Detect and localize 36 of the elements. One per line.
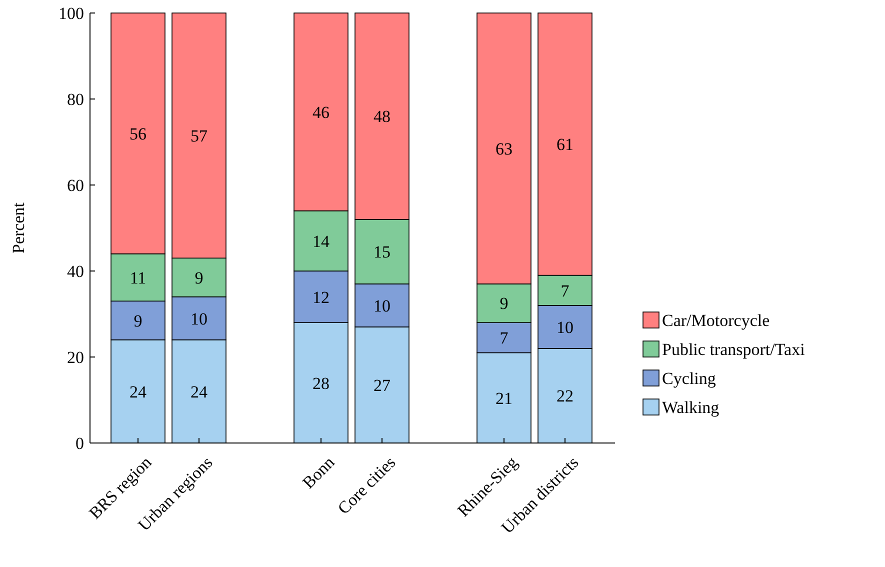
data-label: 10 <box>374 296 390 316</box>
data-label: 10 <box>190 309 208 328</box>
legend-label: Public transport/Taxi <box>662 340 806 359</box>
data-label: 15 <box>374 242 390 262</box>
data-label: 7 <box>500 328 509 348</box>
legend-label: Walking <box>662 398 720 417</box>
y-tick-label: 20 <box>67 348 84 367</box>
data-label: 22 <box>556 386 574 406</box>
data-label: 9 <box>500 294 508 314</box>
y-tick-label: 100 <box>58 4 84 23</box>
data-label: 9 <box>134 311 142 330</box>
y-tick-label: 40 <box>67 262 84 281</box>
data-label: 24 <box>190 382 208 402</box>
data-label: 9 <box>194 268 204 288</box>
data-label: 28 <box>312 374 330 393</box>
legend-label: Cycling <box>662 368 716 388</box>
data-label: 11 <box>130 268 146 288</box>
data-label: 56 <box>130 124 146 144</box>
data-label: 12 <box>312 288 330 307</box>
data-label: 27 <box>374 376 391 395</box>
data-label: 7 <box>560 281 570 300</box>
data-label: 24 <box>130 382 147 402</box>
data-label: 63 <box>496 139 512 158</box>
legend-label: Car/Motorcycle <box>662 310 770 330</box>
data-label: 48 <box>374 107 390 126</box>
data-label: 46 <box>312 102 330 122</box>
y-tick-label: 60 <box>67 176 84 195</box>
x-tick-label: Core cities <box>334 452 400 518</box>
y-tick-label: 0 <box>76 434 84 453</box>
y-axis-title: Percent <box>9 202 28 254</box>
data-label: 21 <box>496 388 512 408</box>
data-label: 57 <box>190 126 208 146</box>
y-tick-label: 80 <box>67 90 84 109</box>
data-label: 61 <box>556 135 574 154</box>
data-label: 10 <box>556 318 574 337</box>
data-label: 14 <box>312 232 330 251</box>
